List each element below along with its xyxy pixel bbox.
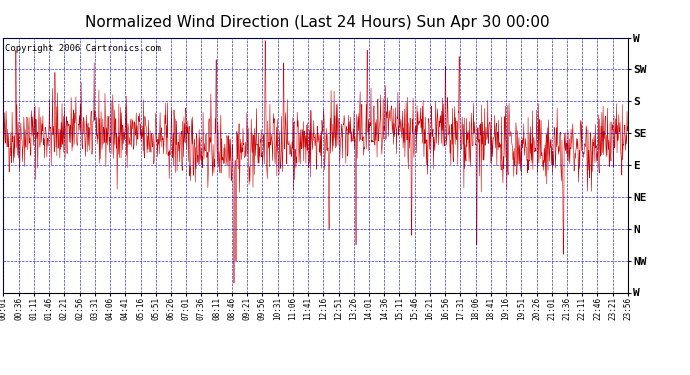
Text: Copyright 2006 Cartronics.com: Copyright 2006 Cartronics.com (5, 44, 161, 53)
Text: Normalized Wind Direction (Last 24 Hours) Sun Apr 30 00:00: Normalized Wind Direction (Last 24 Hours… (85, 15, 550, 30)
